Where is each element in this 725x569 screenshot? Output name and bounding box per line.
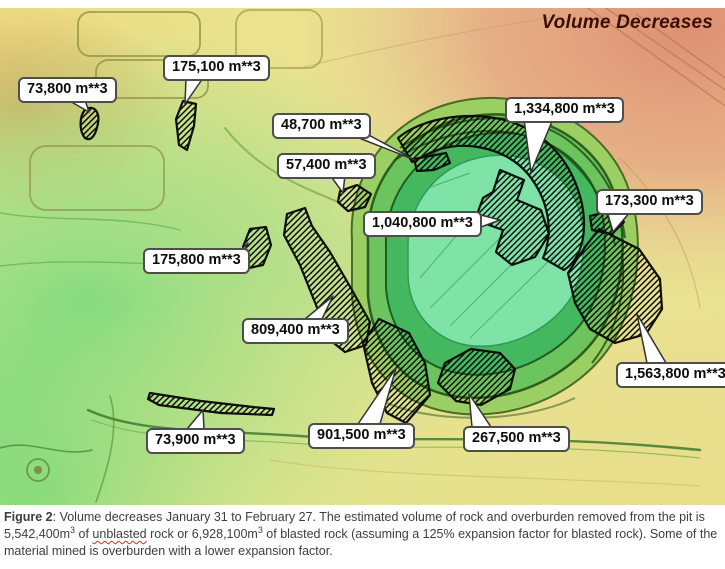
- caption-segment: : Volume decreases January 31 to Februar…: [4, 510, 705, 541]
- volume-decrease-region: [566, 227, 664, 345]
- volume-decrease-region: [174, 99, 198, 152]
- volume-callout: 809,400 m**3: [242, 318, 349, 344]
- volume-callout: 1,040,800 m**3: [363, 211, 482, 237]
- caption-segment: 3: [70, 524, 76, 535]
- volume-callout: 48,700 m**3: [272, 113, 371, 139]
- volume-decrease-region: [473, 168, 551, 267]
- callout-layer: 73,800 m**3 175,100 m**3 48,700 m**3 57,400…: [0, 8, 725, 505]
- volume-callout: 73,800 m**3: [18, 77, 117, 103]
- caption-segment: of blasted rock (assuming a 125% expansi…: [4, 527, 718, 558]
- volume-decrease-region: [146, 391, 276, 417]
- terrain-map: [0, 8, 725, 505]
- volume-decrease-region: [79, 106, 100, 141]
- volume-decrease-region: [336, 183, 373, 213]
- volume-decrease-region: [436, 347, 517, 407]
- volume-callout: 173,300 m**3: [596, 189, 703, 215]
- caption-segment: of: [75, 527, 93, 541]
- figure-caption: Figure 2: Volume decreases January 31 to…: [4, 509, 722, 560]
- figure-caption-text: Figure 2: Volume decreases January 31 to…: [4, 510, 717, 558]
- caption-segment: 3: [257, 524, 263, 535]
- volume-callout: 73,900 m**3: [146, 428, 245, 454]
- misspelled-word: unblasted: [92, 527, 147, 541]
- caption-segment: rock or 6,928,100m: [146, 527, 258, 541]
- volume-callout: 175,800 m**3: [143, 248, 250, 274]
- volume-callout: 901,500 m**3: [308, 423, 415, 449]
- volume-callout: 1,334,800 m**3: [505, 97, 624, 123]
- map-title: Volume Decreases: [541, 12, 713, 33]
- volume-callout: 175,100 m**3: [163, 55, 270, 81]
- elevation-map: 73,800 m**3 175,100 m**3 48,700 m**3 57,400…: [0, 8, 725, 505]
- volume-callout: 57,400 m**3: [277, 153, 376, 179]
- volume-callout: 1,563,800 m**3: [616, 362, 725, 388]
- volume-callout: 267,500 m**3: [463, 426, 570, 452]
- caption-segment: Figure 2: [4, 510, 53, 524]
